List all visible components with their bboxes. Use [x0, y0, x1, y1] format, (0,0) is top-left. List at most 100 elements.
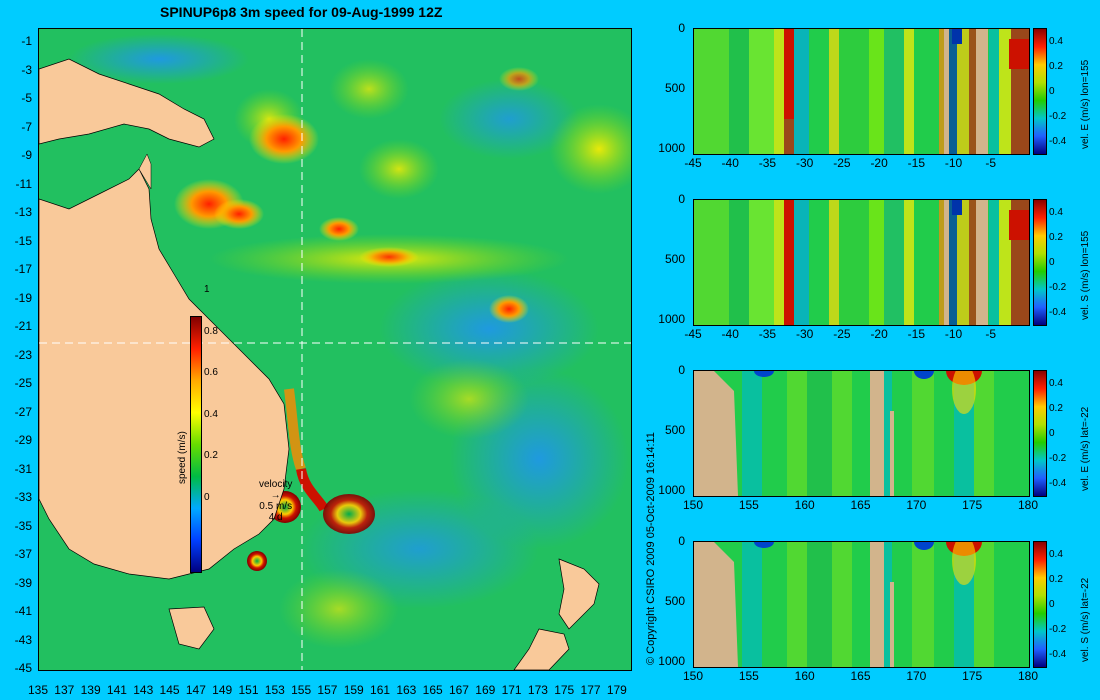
- lat-tick-label: -23: [14, 347, 32, 362]
- section-x-tick-label: -30: [795, 156, 814, 170]
- lon-tick-label: 153: [264, 683, 285, 697]
- depth-tick-label: 0: [678, 21, 685, 35]
- section-colorbar: [1033, 28, 1047, 155]
- depth-tick-label: 500: [664, 252, 685, 266]
- lat-tick-label: -7: [21, 119, 32, 134]
- section-x-tick-label: -10: [944, 327, 963, 341]
- section-x-tick-label: 175: [962, 498, 983, 512]
- section-x-tick-label: -5: [985, 327, 997, 341]
- speed-colorbar-tick: 0: [204, 491, 210, 503]
- lat-tick-label: -39: [14, 575, 32, 590]
- lat-tick-label: -33: [14, 490, 32, 505]
- lat-tick-label: -45: [14, 661, 32, 675]
- depth-tick-label: 1000: [658, 654, 685, 668]
- section-colorbar: [1033, 370, 1047, 497]
- section-x-tick-label: 155: [738, 669, 759, 683]
- section-x-tick-label: 155: [738, 498, 759, 512]
- section-colorbar-tick: 0.2: [1049, 403, 1063, 414]
- section-colorbar-tick: 0: [1049, 86, 1055, 97]
- section-x-tick-label: -25: [833, 156, 851, 170]
- section-x-tick-label: 170: [906, 498, 927, 512]
- depth-tick-label: 500: [664, 423, 685, 437]
- section-colorbar-tick: -0.2: [1049, 624, 1067, 635]
- section-colorbar-tick: 0: [1049, 428, 1055, 439]
- lat-tick-label: -17: [14, 262, 32, 277]
- lat-tick-label: -1: [21, 34, 32, 49]
- section-colorbar-label: vel. E (m/s) lat=-22: [1080, 406, 1091, 491]
- lon-tick-label: 165: [422, 683, 443, 697]
- lat-tick-label: -21: [14, 319, 32, 334]
- section-x-tick-label: -25: [833, 327, 851, 341]
- tasmania-land: [168, 606, 215, 650]
- section-x-tick-label: 165: [850, 669, 871, 683]
- lat-tick-label: -29: [14, 433, 32, 448]
- section-colorbar-label: vel. S (m/s) lon=155: [1080, 230, 1091, 320]
- section-x-tick-label: -35: [758, 156, 777, 170]
- section-colorbar-tick: 0: [1049, 257, 1055, 268]
- section-x-tick-label: 180: [1017, 669, 1039, 683]
- lon-tick-label: 137: [54, 683, 75, 697]
- lon-tick-label: 179: [606, 683, 627, 697]
- section-x-tick-label: 175: [962, 669, 983, 683]
- lat-tick-label: -41: [14, 604, 32, 619]
- speed-colorbar-tick: 0.2: [204, 450, 218, 461]
- speed-map-canvas: [39, 29, 631, 670]
- section-x-tick-label: -10: [944, 156, 963, 170]
- section-colorbar-tick: -0.2: [1049, 111, 1067, 122]
- lat-tick-label: -37: [14, 547, 32, 562]
- velocity-key-title: velocity: [259, 479, 293, 490]
- section-x-tick-label: -15: [907, 156, 925, 170]
- lon-tick-label: 167: [448, 683, 469, 697]
- lat-tick-label: -3: [21, 62, 32, 77]
- lat-tick-label: -19: [14, 290, 32, 305]
- lat-tick-label: -11: [15, 176, 32, 191]
- lon-tick-label: 175: [554, 683, 575, 697]
- section-colorbar-tick: 0.4: [1049, 207, 1063, 218]
- new-zealand-south-land: [513, 628, 570, 670]
- lon-tick-label: 147: [185, 683, 206, 697]
- section-colorbar-tick: -0.2: [1049, 453, 1067, 464]
- depth-tick-label: 500: [664, 594, 685, 608]
- section-x-tick-label: 150: [682, 498, 704, 512]
- section-colorbar-tick: 0.2: [1049, 232, 1063, 243]
- new-zealand-north-land: [558, 558, 600, 630]
- section-x-tick-label: -45: [684, 327, 702, 341]
- new-guinea-land: [39, 58, 215, 148]
- section-x-tick-label: -15: [907, 327, 925, 341]
- speed-map: 1 0.8 0.6 0.4 0.2 0 speed (m/s) velocity → 0.…: [38, 28, 632, 671]
- section-colorbar-tick: -0.4: [1049, 136, 1067, 147]
- section-x-tick-label: -40: [721, 156, 739, 170]
- section-x-tick-label: -45: [684, 156, 702, 170]
- section-colorbar-tick: 0.4: [1049, 378, 1063, 389]
- lat-tick-label: -35: [14, 518, 32, 533]
- section-colorbar-tick: 0: [1049, 599, 1055, 610]
- lon-tick-label: 145: [159, 683, 180, 697]
- lon-tick-label: 157: [317, 683, 338, 697]
- section-x-tick-label: -5: [985, 156, 997, 170]
- lat-tick-label: -15: [14, 233, 32, 248]
- lon-tick-label: 159: [343, 683, 364, 697]
- speed-colorbar-tick: 0.6: [204, 367, 218, 378]
- lon-tick-label: 141: [106, 683, 127, 697]
- velocity-key-days: 4 d: [268, 512, 283, 523]
- section-colorbar-tick: 0.2: [1049, 574, 1063, 585]
- speed-colorbar-label: speed (m/s): [177, 431, 188, 484]
- lon-tick-label: 171: [501, 683, 522, 697]
- velocity-key: velocity → 0.5 m/s 4 d: [259, 479, 292, 523]
- section-x-tick-label: -35: [758, 327, 777, 341]
- section-colorbar-tick: -0.2: [1049, 282, 1067, 293]
- section-x-tick-label: -20: [870, 156, 888, 170]
- section-colorbar-label: vel. E (m/s) lon=155: [1080, 59, 1091, 149]
- lon-tick-label: 139: [80, 683, 101, 697]
- lat-tick-label: -31: [14, 461, 32, 476]
- section-x-tick-label: 150: [682, 669, 704, 683]
- lon-tick-label: 169: [475, 683, 496, 697]
- section-x-tick-label: 165: [850, 498, 871, 512]
- section-plot: [693, 199, 1030, 326]
- australia-land: [39, 168, 290, 580]
- section-colorbar: [1033, 541, 1047, 668]
- section-x-tick-label: -30: [795, 327, 814, 341]
- lon-tick-label: 155: [291, 683, 312, 697]
- section-colorbar-tick: 0.4: [1049, 36, 1063, 47]
- section-colorbar-tick: -0.4: [1049, 478, 1067, 489]
